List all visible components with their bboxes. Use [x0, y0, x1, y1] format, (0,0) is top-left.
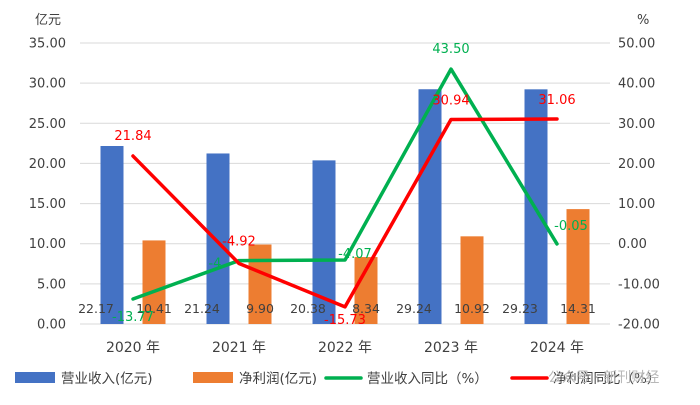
right-tick-label: 40.00: [618, 77, 655, 92]
legend-swatch: [193, 372, 233, 383]
left-axis-unit: 亿元: [35, 13, 61, 28]
left-tick-label: 35.00: [29, 37, 66, 52]
bar-value-label: 8.34: [352, 301, 380, 316]
left-tick-label: 30.00: [29, 77, 66, 92]
grid-lines: [80, 42, 610, 325]
category-label: 2023 年: [424, 340, 478, 356]
left-tick-label: 20.00: [29, 157, 66, 172]
bar-value-label: 29.23: [502, 301, 538, 316]
right-tick-label: -10.00: [618, 277, 660, 292]
legend-swatch: [15, 372, 55, 383]
bar-value-label: 22.17: [78, 301, 114, 316]
right-tick-label: 30.00: [618, 117, 655, 132]
axes: 0.00 5.00 10.00 15.00 20.00 25.00 30.00 35.00 -2…: [29, 37, 660, 357]
right-tick-label: -20.00: [618, 318, 660, 333]
bar: [566, 209, 590, 324]
line-value-label: -4.07: [338, 247, 372, 262]
line-value-label: 43.50: [432, 42, 469, 57]
data-labels: 22.17 21.24 20.38 29.24 29.23 10.41 9.90 8.34 10…: [78, 42, 596, 328]
bar: [460, 236, 484, 324]
right-tick-label: 0.00: [618, 237, 647, 252]
series-line: [131, 117, 559, 309]
right-tick-label: 10.00: [618, 197, 655, 212]
legend-label: 净利润(亿元): [239, 371, 317, 387]
series-line: [131, 67, 559, 301]
right-tick-label: 50.00: [618, 37, 655, 52]
lines: [131, 67, 559, 309]
left-tick-label: 0.00: [37, 318, 66, 333]
bar: [354, 257, 378, 324]
bar: [248, 244, 272, 324]
bars: [100, 89, 590, 324]
left-tick-label: 5.00: [37, 277, 66, 292]
legend: 营业收入(亿元) 净利润(亿元) 营业收入同比（%） 净利润同比（%）: [15, 371, 660, 387]
legend-label: 营业收入同比（%）: [367, 371, 488, 387]
watermark-text: 公众号 · 新刊财经: [548, 370, 659, 386]
bar-value-label: 20.38: [290, 301, 326, 316]
legend-label: 营业收入(亿元): [61, 371, 153, 387]
left-tick-label: 25.00: [29, 117, 66, 132]
bar-value-label: 10.92: [454, 301, 490, 316]
category-label: 2024 年: [530, 340, 584, 356]
bar: [100, 146, 124, 324]
line-value-label: 21.84: [114, 129, 151, 144]
bar-value-label: 10.41: [136, 301, 172, 316]
right-axis-unit: %: [637, 13, 649, 28]
bar-value-label: 9.90: [246, 301, 274, 316]
line-value-label: 30.94: [432, 94, 469, 109]
bar-value-label: 21.24: [184, 301, 220, 316]
line-value-label: -15.73: [324, 313, 366, 328]
line-value-label: -4.: [208, 257, 225, 272]
bar-value-label: 29.24: [396, 301, 432, 316]
line-value-label: 31.06: [538, 93, 575, 108]
left-tick-label: 10.00: [29, 237, 66, 252]
category-label: 2020 年: [106, 340, 160, 356]
line-value-label: -0.05: [554, 219, 588, 234]
line-value-label: -4.92: [222, 234, 256, 249]
category-label: 2021 年: [212, 340, 266, 356]
bar-value-label: 14.31: [560, 301, 596, 316]
bar: [312, 160, 336, 324]
left-tick-label: 15.00: [29, 197, 66, 212]
category-label: 2022 年: [318, 340, 372, 356]
bar: [142, 240, 166, 324]
bar: [206, 153, 230, 324]
right-tick-label: 20.00: [618, 157, 655, 172]
line-value-label: -13.77: [112, 310, 154, 325]
legend-label: 净利润同比（%）: [553, 371, 660, 387]
